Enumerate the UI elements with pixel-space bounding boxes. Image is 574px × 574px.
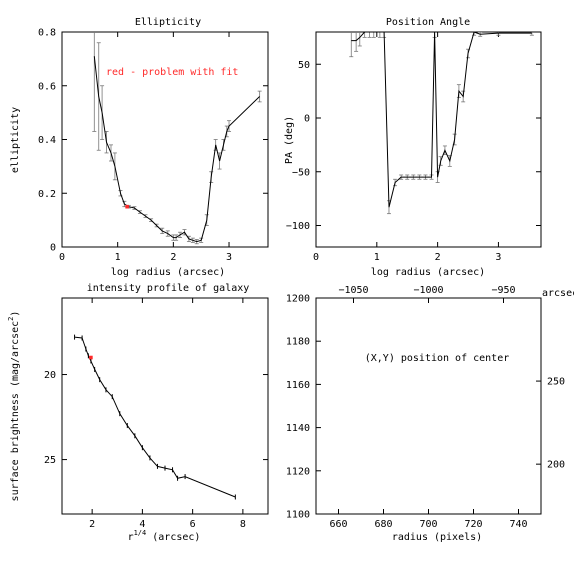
top-x-tick-label: −950 [491,285,515,296]
x-tick-label: 740 [509,519,527,530]
x-tick-label: 3 [226,252,232,263]
series-line [74,336,236,498]
problem-fit-point [125,204,129,209]
plot-frame [315,31,542,248]
intensity-profile-panel: intensity profile of galaxy r1/4 (arcsec… [7,283,269,543]
x-tick-label: 660 [329,519,347,530]
position-angle-panel: Position Angle log radius (arcsec) PA (d… [284,17,542,278]
y-tick-label: −100 [286,221,310,232]
y-tick-label: 0.2 [38,189,56,200]
x-tick-label: 0 [313,252,319,263]
ellipticity-panel: Ellipticity log radius (arcsec) elliptic… [10,17,269,278]
y-tick-label: 0 [50,243,56,254]
y-tick-label: 0.8 [38,28,56,39]
x-tick-label: 6 [190,519,196,530]
problem-fit-annotation: red - problem with fit [106,67,238,78]
x-tick-label: 1 [115,252,121,263]
ellipticity-x-label: log radius (arcsec) [111,267,225,278]
position-angle-title: Position Angle [386,17,470,28]
series-line [351,32,532,208]
center-top-label: arcsec [542,288,574,299]
ellipticity-y-label: ellipticity [10,107,21,173]
problem-fit-point [89,355,93,360]
x-tick-label: 8 [240,519,246,530]
x-tick-label: 680 [374,519,392,530]
plot-frame [315,297,542,515]
y-tick-label: 1120 [286,466,310,477]
x-tick-label: 700 [419,519,437,530]
x-tick-label: 3 [495,252,501,263]
position-angle-x-label: log radius (arcsec) [371,267,485,278]
y-tick-label: 1180 [286,337,310,348]
plot-frame [61,297,269,515]
series-line [93,56,260,243]
x-tick-label: 720 [464,519,482,530]
right-y-tick-label: 250 [547,377,565,388]
x-tick-label: 0 [59,252,65,263]
position-angle-y-label: PA (deg) [284,116,295,164]
intensity-profile-title: intensity profile of galaxy [87,283,250,294]
right-y-tick-label: 200 [547,460,565,471]
y-tick-label: −50 [292,167,310,178]
y-tick-label: 1160 [286,380,310,391]
y-tick-label: 1140 [286,423,310,434]
plot-frame [61,31,269,248]
x-tick-label: 4 [139,519,145,530]
center-position-panel: (X,Y) position of center radius (pixels)… [286,285,574,543]
ellipticity-title: Ellipticity [135,17,201,28]
y-tick-label: 1200 [286,294,310,305]
x-tick-label: 2 [89,519,95,530]
center-position-title: (X,Y) position of center [365,353,510,364]
y-tick-label: 20 [44,370,56,381]
intensity-y-label: surface brightness (mag/arcsec2) [7,311,21,502]
top-x-tick-label: −1000 [413,285,443,296]
y-tick-label: 0 [304,114,310,125]
top-x-tick-label: −1050 [338,285,368,296]
y-tick-label: 25 [44,455,56,466]
y-tick-label: 1100 [286,510,310,521]
x-tick-label: 2 [435,252,441,263]
intensity-x-label: r1/4 (arcsec) [128,529,201,543]
y-tick-label: 50 [298,60,310,71]
x-tick-label: 2 [170,252,176,263]
y-tick-label: 0.4 [38,135,56,146]
x-tick-label: 1 [374,252,380,263]
center-x-label: radius (pixels) [392,532,482,543]
y-tick-label: 0.6 [38,81,56,92]
